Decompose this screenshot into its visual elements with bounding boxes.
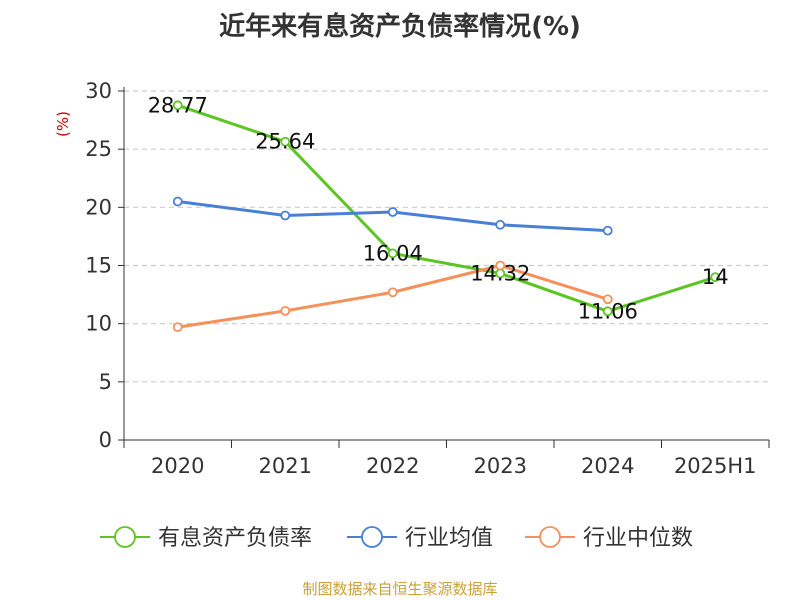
legend-label: 行业中位数 — [583, 526, 693, 551]
data-point — [495, 260, 506, 271]
x-tick-label: 2022 — [366, 454, 419, 478]
data-point — [710, 272, 721, 283]
legend-item: 行业中位数 — [525, 526, 693, 551]
data-point — [387, 248, 398, 259]
data-label: 25.64 — [255, 130, 315, 154]
data-label: 11.06 — [578, 299, 638, 323]
y-tick-label: 20 — [85, 195, 112, 219]
data-point — [280, 305, 291, 316]
data-label: 14.32 — [470, 261, 530, 285]
legend-label: 行业均值 — [405, 526, 493, 551]
data-point — [172, 100, 183, 111]
y-tick-label: 0 — [99, 428, 112, 452]
data-point — [280, 210, 291, 221]
x-tick-label: 2020 — [151, 454, 204, 478]
y-tick-label: 25 — [85, 137, 112, 161]
data-point — [280, 136, 291, 147]
y-tick-label: 5 — [99, 370, 112, 394]
legend-item: 有息资产负债率 — [100, 526, 312, 551]
legend-swatch-marker — [539, 526, 561, 548]
y-tick-label: 10 — [85, 312, 112, 336]
legend-label: 有息资产负债率 — [158, 526, 312, 551]
data-point — [387, 287, 398, 298]
data-point — [172, 322, 183, 333]
y-axis-label: (%) — [54, 111, 72, 137]
data-point — [387, 207, 398, 217]
data-point — [602, 294, 613, 305]
x-tick-label: 2021 — [259, 454, 312, 478]
x-tick-label: 2025H1 — [674, 454, 757, 478]
data-label: 16.04 — [363, 241, 423, 265]
legend-swatch-marker — [361, 526, 383, 548]
x-tick-label: 2024 — [581, 454, 634, 478]
data-point — [602, 225, 613, 236]
y-tick-label: 30 — [85, 79, 112, 103]
legend-swatch-marker — [114, 526, 136, 548]
data-point — [602, 306, 613, 317]
data-point — [495, 219, 506, 230]
data-label: 14 — [702, 265, 729, 289]
chart-title: 近年来有息资产负债率情况(%) — [219, 12, 581, 42]
footer-source: 制图数据来自恒生聚源数据库 — [302, 580, 498, 598]
x-tick-label: 2023 — [474, 454, 527, 478]
y-tick-label: 15 — [85, 254, 112, 278]
series-line-0 — [177, 103, 716, 313]
legend-item: 行业均值 — [347, 526, 493, 551]
data-label: 28.77 — [148, 93, 208, 117]
data-point — [172, 196, 183, 207]
